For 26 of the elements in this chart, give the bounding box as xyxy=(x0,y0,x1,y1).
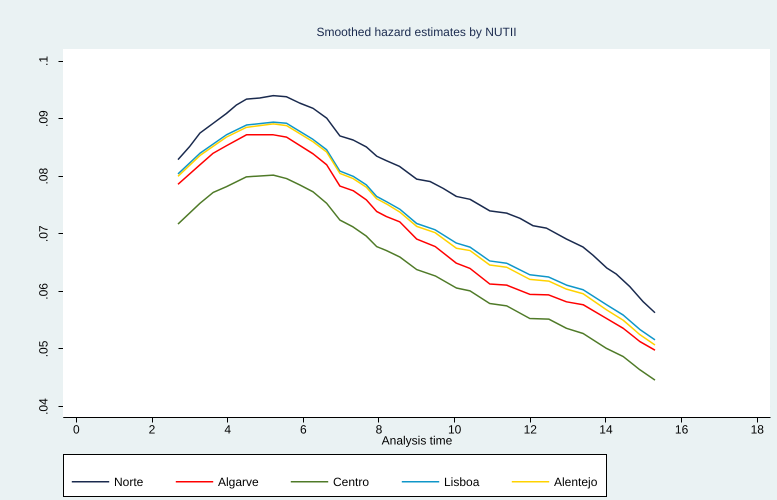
y-tick-label: .04 xyxy=(36,398,50,415)
x-tick-label: 18 xyxy=(750,422,764,436)
x-tick-label: 4 xyxy=(224,422,232,436)
legend-label: Centro xyxy=(333,474,370,489)
chart-title: Smoothed hazard estimates by NUTII xyxy=(316,25,517,39)
x-tick-label: 0 xyxy=(73,422,80,436)
x-tick-label: 10 xyxy=(448,422,462,436)
y-tick-label: .06 xyxy=(36,282,50,300)
x-tick-label: 12 xyxy=(524,422,538,436)
x-tick-label: 6 xyxy=(300,422,307,436)
line-series xyxy=(177,174,656,381)
y-tick-label: .05 xyxy=(36,340,50,358)
x-tick-label: 14 xyxy=(599,422,613,436)
line-series xyxy=(177,94,656,314)
y-tick-label: .07 xyxy=(36,225,50,242)
x-axis-title: Analysis time xyxy=(382,434,453,448)
legend-label: Algarve xyxy=(218,474,260,489)
y-tick-label: .1 xyxy=(36,56,50,66)
y-tick-label: .09 xyxy=(36,110,50,127)
legend-label: Norte xyxy=(114,474,144,489)
x-tick-label: 16 xyxy=(674,422,689,436)
legend-label: Alentejo xyxy=(554,474,598,489)
legend-label: Lisboa xyxy=(444,474,480,489)
x-tick-label: 2 xyxy=(148,422,156,436)
y-tick-label: .08 xyxy=(36,168,50,185)
x-tick-label: 8 xyxy=(376,422,383,436)
